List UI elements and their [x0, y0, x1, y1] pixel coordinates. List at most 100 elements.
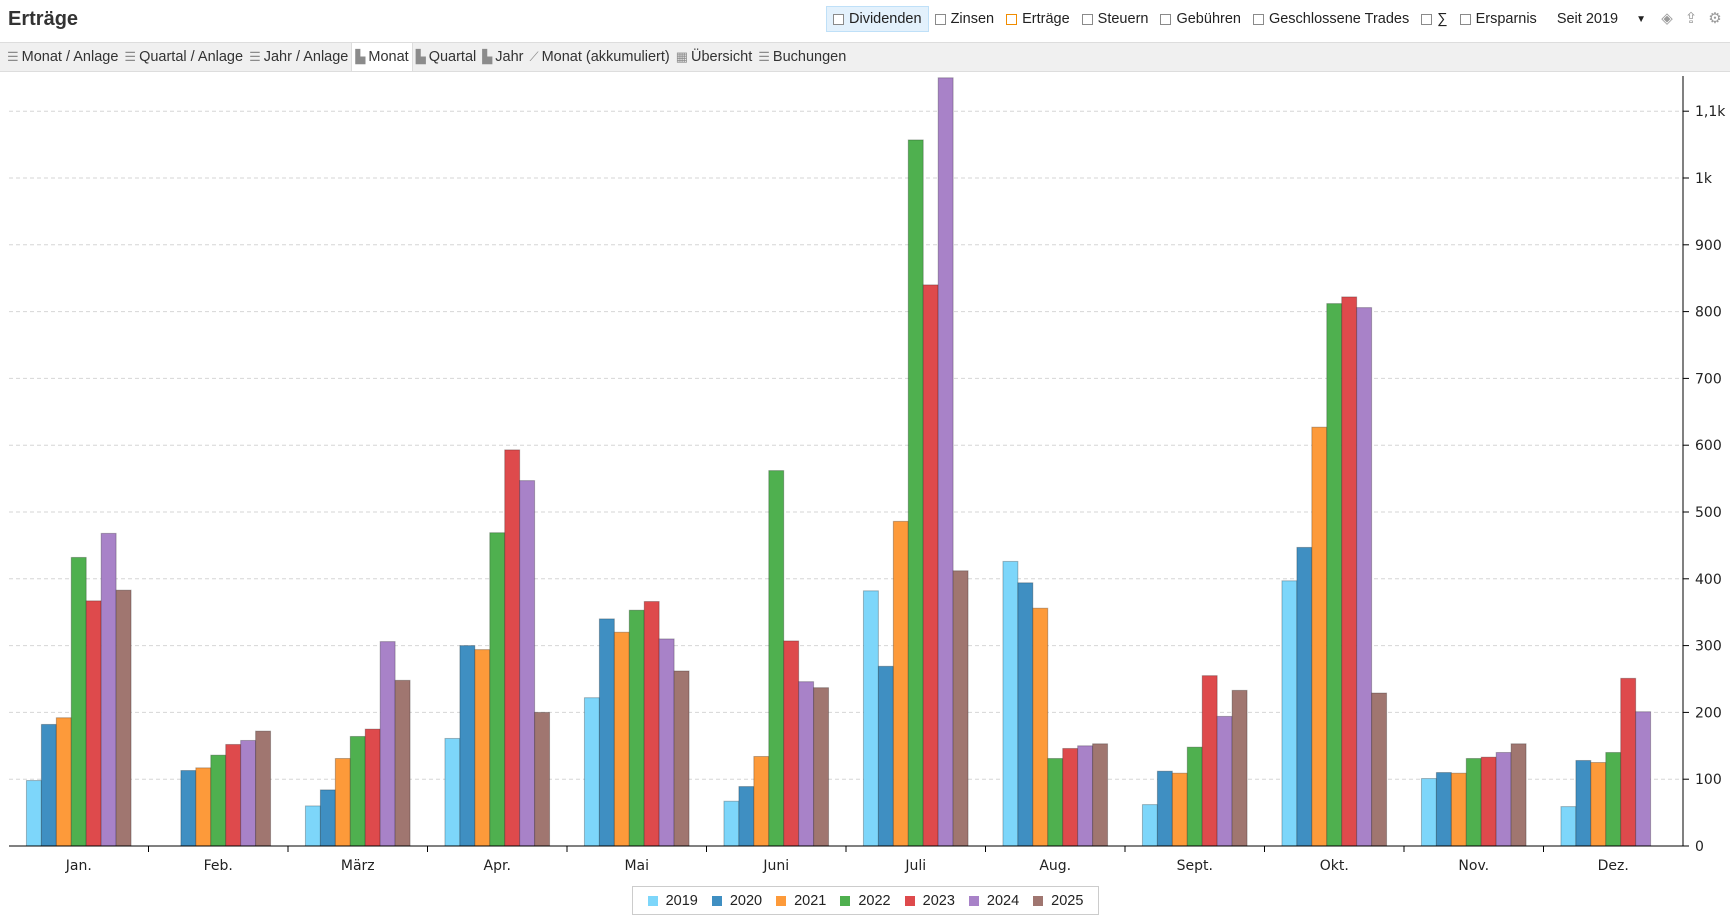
- filter-geschlossene-trades[interactable]: Geschlossene Trades: [1247, 6, 1415, 32]
- legend-label: 2024: [986, 892, 1020, 909]
- x-tick-label: Dez.: [1598, 858, 1629, 874]
- bar: [643, 601, 660, 847]
- filter-dividenden[interactable]: Dividenden: [826, 6, 929, 32]
- checkbox-icon: [1081, 13, 1093, 25]
- bar: [1590, 762, 1607, 847]
- tab-label: Quartal: [428, 49, 477, 65]
- filter-bar: Dividenden Zinsen Erträge Steuern Gebühr…: [826, 6, 1724, 32]
- bar-chart-icon: ▙: [355, 49, 366, 64]
- gear-icon[interactable]: ⚙: [1708, 10, 1722, 27]
- bar: [349, 735, 366, 847]
- page-title: Erträge: [8, 8, 79, 30]
- header: Erträge Dividenden Zinsen Erträge Steuer…: [0, 0, 1730, 42]
- tab-jahr[interactable]: ▙ Jahr: [479, 43, 526, 71]
- legend-item[interactable]: 2021: [776, 893, 826, 909]
- bar: [1560, 806, 1577, 847]
- list-icon: ☰: [124, 49, 137, 64]
- tab-quartal[interactable]: ▙ Quartal: [413, 43, 480, 71]
- bar: [1326, 303, 1343, 847]
- tab-label: Quartal / Anlage: [139, 49, 244, 65]
- bar: [504, 449, 521, 847]
- filter-ersparnis[interactable]: Ersparnis: [1454, 6, 1543, 32]
- filter-label: Ersparnis: [1475, 11, 1537, 27]
- legend-swatch: [904, 895, 915, 906]
- filter-gebuehren[interactable]: Gebühren: [1154, 6, 1247, 32]
- bar: [444, 737, 461, 847]
- filter-label: Steuern: [1097, 11, 1149, 27]
- legend-item[interactable]: 2022: [840, 892, 891, 909]
- filter-ertraege[interactable]: Erträge: [1000, 6, 1076, 32]
- bar: [474, 649, 491, 847]
- bar: [1465, 757, 1482, 847]
- period-dropdown[interactable]: Seit 2019 ▼: [1551, 6, 1652, 32]
- y-tick-label: 1k: [1695, 171, 1713, 187]
- bar: [40, 723, 57, 847]
- bar: [783, 640, 800, 847]
- tab-buchungen[interactable]: ☰ Buchungen: [755, 43, 849, 71]
- bar: [628, 609, 645, 847]
- tab-monat[interactable]: ▙ Monat: [351, 43, 413, 71]
- legend-swatch: [968, 895, 979, 906]
- list-icon: ☰: [7, 49, 19, 64]
- export-icon[interactable]: ⇪: [1684, 10, 1698, 27]
- bar: [877, 665, 894, 847]
- bar: [25, 780, 42, 847]
- bar: [937, 77, 954, 847]
- bar: [813, 687, 830, 847]
- bar: [907, 139, 924, 847]
- y-tick-label: 1,1k: [1695, 104, 1726, 120]
- tab-jahr-anlage[interactable]: ☰ Jahr / Anlage: [246, 43, 351, 71]
- bar: [1216, 715, 1233, 847]
- y-tick-label: 600: [1695, 438, 1722, 454]
- bar: [1450, 772, 1467, 847]
- bar: [459, 645, 476, 847]
- bar-chart-icon: ▙: [482, 49, 493, 64]
- legend-item[interactable]: 2025: [1033, 893, 1083, 909]
- bar: [304, 805, 321, 847]
- y-tick-label: 500: [1695, 505, 1722, 521]
- bar: [1017, 582, 1034, 847]
- bar: [1435, 772, 1452, 847]
- bar: [1047, 757, 1064, 847]
- tab-monat-akkumuliert[interactable]: ⟋ Monat (akkumuliert): [526, 43, 672, 71]
- bar: [768, 470, 785, 847]
- filter-label: ∑: [1437, 11, 1448, 27]
- tab-label: Monat / Anlage: [21, 49, 119, 65]
- filter-steuern[interactable]: Steuern: [1076, 6, 1155, 32]
- tab-label: Buchungen: [772, 49, 847, 65]
- tab-label: Monat (akkumuliert): [541, 49, 670, 65]
- legend-swatch: [776, 895, 787, 906]
- line-chart-icon: ⟋: [529, 49, 539, 64]
- layers-icon[interactable]: ◈: [1661, 10, 1673, 27]
- x-tick-label: Feb.: [204, 858, 233, 874]
- legend-label: 2022: [858, 892, 891, 909]
- tab-label: Jahr: [495, 49, 524, 65]
- filter-zinsen[interactable]: Zinsen: [929, 6, 1001, 32]
- list-icon: ☰: [249, 49, 261, 64]
- legend-item[interactable]: 2024: [968, 892, 1020, 909]
- bar: [892, 520, 909, 847]
- legend-item[interactable]: 2023: [904, 893, 955, 909]
- bar: [1480, 756, 1497, 847]
- tab-uebersicht[interactable]: ▦ Übersicht: [673, 43, 756, 71]
- bar: [1156, 770, 1173, 847]
- tab-quartal-anlage[interactable]: ☰ Quartal / Anlage: [121, 43, 246, 71]
- bar-chart: 0 100 200 300 400 500 600 700 800 900 1k 1,1k Jan. Fe…: [9, 76, 1726, 874]
- bar: [100, 532, 117, 847]
- bar: [1341, 296, 1358, 847]
- x-tick-label: Juli: [904, 858, 926, 874]
- bar: [1231, 689, 1248, 847]
- bar: [255, 730, 272, 847]
- period-label: Seit 2019: [1556, 11, 1619, 27]
- bar: [519, 480, 536, 847]
- bar: [952, 570, 969, 847]
- legend-item[interactable]: 2020: [711, 893, 762, 909]
- tab-monat-anlage[interactable]: ☰ Monat / Anlage: [4, 43, 121, 71]
- bar: [240, 739, 257, 847]
- y-tick-label: 200: [1695, 705, 1722, 721]
- legend-item[interactable]: 2019: [647, 893, 698, 909]
- filter-sum[interactable]: ∑: [1415, 6, 1453, 32]
- bar: [1495, 751, 1512, 847]
- bar: [210, 754, 227, 847]
- bar: [583, 697, 600, 847]
